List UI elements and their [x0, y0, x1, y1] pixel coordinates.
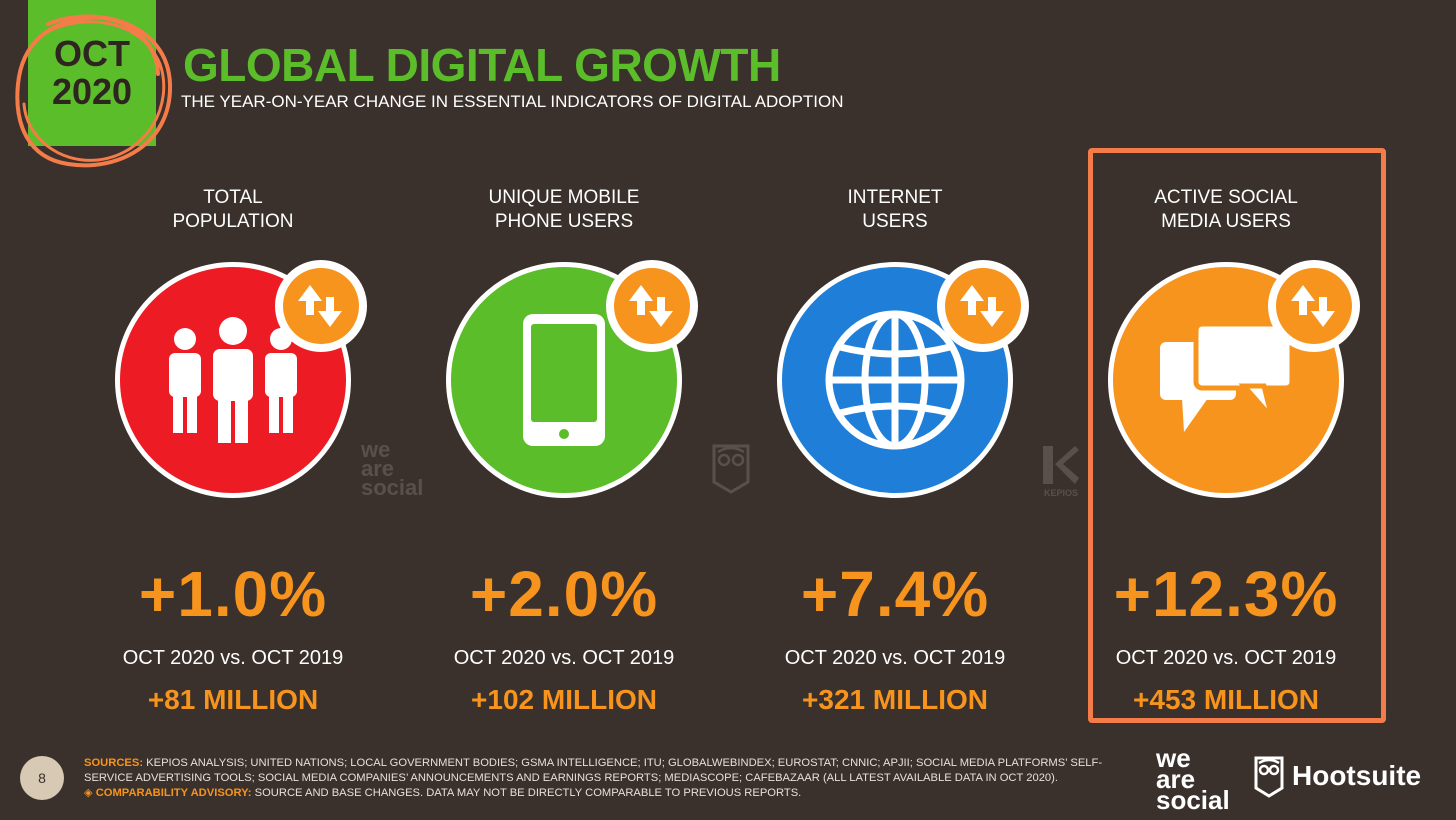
up-down-arrows-icon	[960, 285, 1004, 327]
hootsuite-logo: Hootsuite	[1254, 752, 1421, 800]
growth-arrows-badge	[1268, 260, 1360, 352]
stat-comparison: OCT 2020 vs. OCT 2019	[122, 647, 344, 669]
globe-icon	[825, 310, 965, 450]
highlight-frame	[1088, 148, 1386, 723]
badge-year: 2020	[51, 71, 133, 112]
stat-delta: +453 MILLION	[1133, 684, 1319, 715]
stat-label-line2: PHONE USERS	[494, 211, 634, 232]
stat-label: TOTAL POPULATION	[83, 186, 383, 234]
kepios-label: KEPIOS	[1043, 488, 1078, 498]
we-are-social-logo: we are social	[1156, 743, 1230, 815]
growth-arrows-badge	[606, 260, 698, 352]
sources-body: KEPIOS ANALYSIS; UNITED NATIONS; LOCAL G…	[84, 757, 1103, 784]
logo-line: social	[1156, 785, 1230, 815]
stat-percent: +2.0%	[469, 558, 659, 630]
advisory-body: SOURCE AND BASE CHANGES. DATA MAY NOT BE…	[254, 787, 802, 799]
growth-arrows-badge	[275, 260, 367, 352]
stat-label-line2: USERS	[862, 211, 928, 232]
logo-line: are	[1156, 764, 1196, 794]
stat-percent: +1.0%	[138, 558, 328, 630]
we-are-social-watermark: we are social	[361, 437, 441, 500]
date-badge: OCT 2020	[28, 0, 156, 146]
stat-delta: +321 MILLION	[802, 684, 988, 715]
sources-label: SOURCES:	[84, 757, 144, 769]
mobile-phone-icon	[523, 314, 605, 446]
stat-label: ACTIVE SOCIAL MEDIA USERS	[1076, 186, 1376, 234]
stat-column-mobile: UNIQUE MOBILE PHONE USERS +2.0% OCT 2020…	[414, 186, 714, 716]
stat-icon-wrap	[1108, 260, 1360, 498]
stat-delta: +81 MILLION	[147, 684, 319, 715]
advisory-label: ◈ COMPARABILITY ADVISORY:	[84, 787, 252, 799]
badge-month: OCT	[54, 33, 130, 75]
up-down-arrows-icon	[298, 285, 342, 327]
stat-label: UNIQUE MOBILE PHONE USERS	[414, 186, 714, 234]
hootsuite-wordmark: Hootsuite	[1292, 760, 1422, 791]
chat-bubbles-icon	[1160, 321, 1295, 432]
watermark-line: social	[361, 475, 424, 500]
growth-arrows-badge	[937, 260, 1029, 352]
sources-text: SOURCES: KEPIOS ANALYSIS; UNITED NATIONS…	[84, 756, 1144, 801]
stat-column-population: TOTAL POPULATION	[83, 186, 383, 716]
stat-column-social: ACTIVE SOCIAL MEDIA USERS	[1076, 186, 1376, 716]
stat-label-line1: UNIQUE MOBILE	[488, 187, 640, 208]
stat-label-line2: POPULATION	[172, 211, 294, 232]
stat-comparison: OCT 2020 vs. OCT 2019	[784, 647, 1006, 669]
stat-percent: +7.4%	[800, 558, 990, 630]
stat-label-line1: INTERNET	[847, 187, 943, 208]
stat-label-line1: TOTAL	[203, 187, 263, 208]
stat-comparison: OCT 2020 vs. OCT 2019	[453, 647, 675, 669]
stat-label-line1: ACTIVE SOCIAL	[1154, 187, 1298, 208]
kepios-watermark: KEPIOS	[1040, 444, 1082, 500]
stat-icon-wrap	[777, 260, 1029, 498]
stat-label: INTERNET USERS	[745, 186, 1045, 234]
stat-icon-wrap	[115, 260, 367, 498]
stat-delta: +102 MILLION	[471, 684, 657, 715]
page-number: 8	[20, 756, 64, 800]
page-title: GLOBAL DIGITAL GROWTH	[183, 39, 781, 91]
stat-comparison: OCT 2020 vs. OCT 2019	[1115, 647, 1337, 669]
page-subtitle: THE YEAR-ON-YEAR CHANGE IN ESSENTIAL IND…	[181, 92, 844, 111]
stat-label-line2: MEDIA USERS	[1161, 211, 1291, 232]
stat-icon-wrap	[446, 260, 698, 498]
hootsuite-owl-icon	[1254, 756, 1284, 798]
stat-percent: +12.3%	[1113, 558, 1339, 630]
watermark-line: are	[361, 456, 395, 481]
up-down-arrows-icon	[1291, 285, 1335, 327]
stat-column-internet: INTERNET USERS	[745, 186, 1045, 716]
up-down-arrows-icon	[629, 285, 673, 327]
watermark-line: we	[361, 437, 391, 462]
owl-watermark-icon	[712, 444, 750, 494]
people-icon	[169, 317, 297, 443]
logo-line: we	[1156, 743, 1191, 773]
kepios-logo-icon	[1043, 446, 1079, 484]
